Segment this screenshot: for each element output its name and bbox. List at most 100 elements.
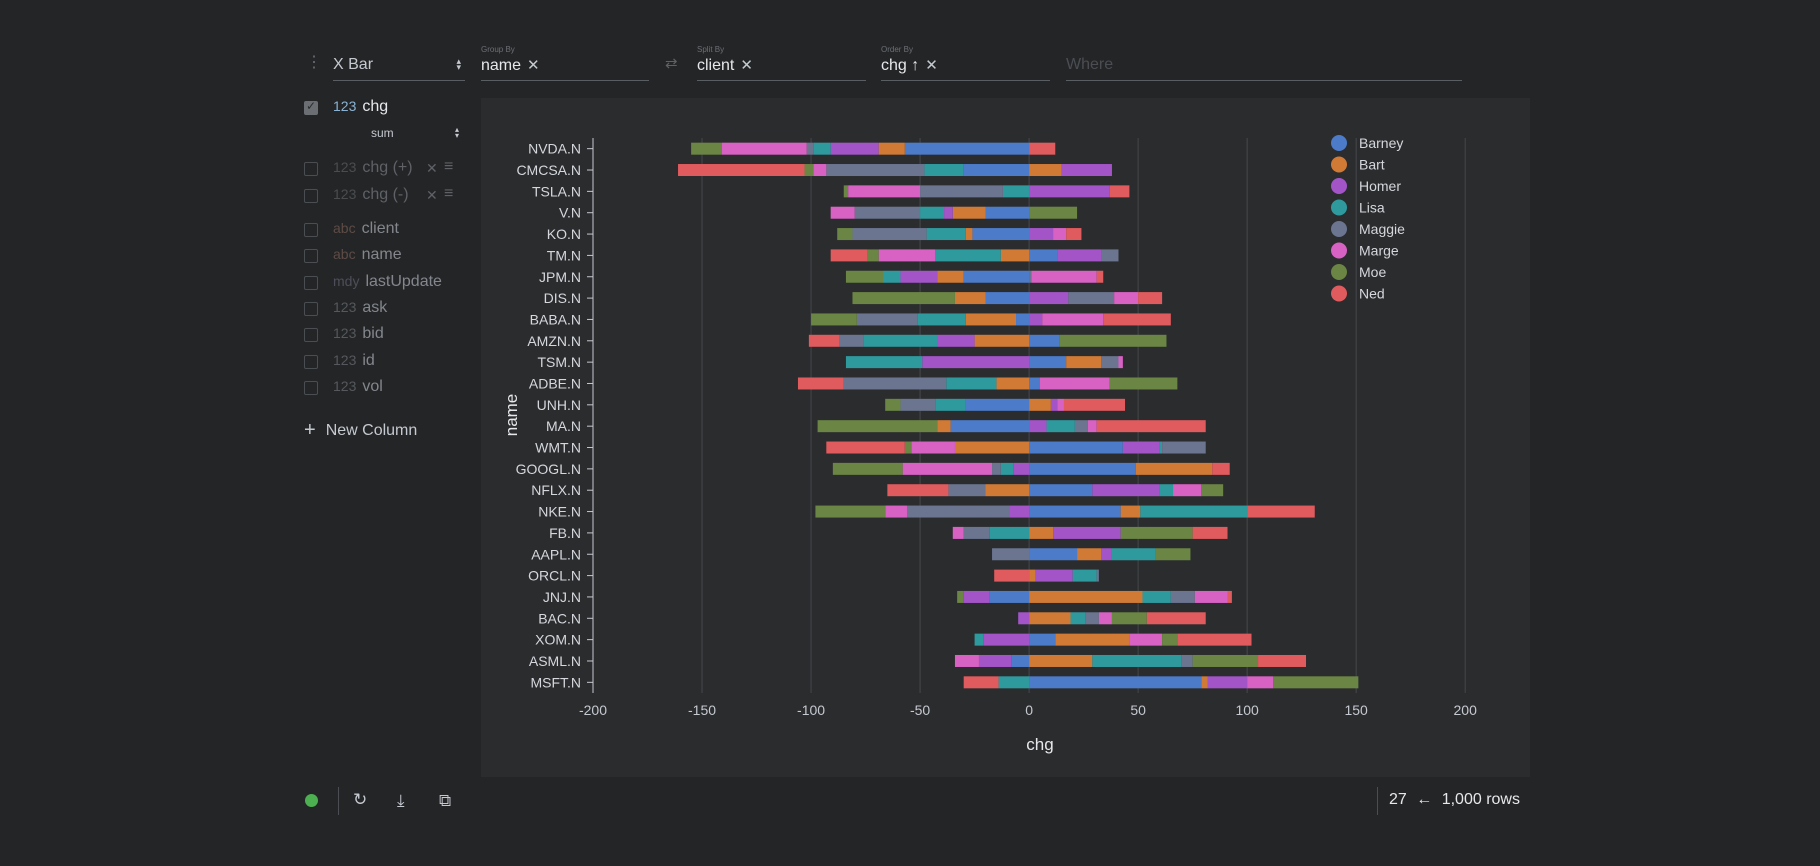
active-column-chg[interactable]: 123 chg	[333, 98, 388, 116]
bar-segment[interactable]	[1212, 462, 1230, 475]
column-checkbox-chg[interactable]	[304, 99, 318, 115]
bar-segment[interactable]	[1057, 249, 1102, 262]
bar-segment[interactable]	[839, 334, 864, 347]
bar-segment[interactable]	[1092, 484, 1160, 497]
bar-segment[interactable]	[1061, 164, 1112, 177]
bar-segment[interactable]	[963, 164, 1030, 177]
bar-segment[interactable]	[852, 292, 955, 305]
close-icon[interactable]: ✕	[426, 187, 438, 203]
bar-segment[interactable]	[863, 334, 938, 347]
bar-segment[interactable]	[852, 228, 927, 241]
refresh-icon[interactable]: ↻	[353, 790, 368, 809]
copy-icon[interactable]: ⧉	[439, 791, 452, 810]
column-id[interactable]: 123 id	[333, 352, 375, 370]
download-icon[interactable]: ⤓	[397, 791, 405, 810]
bar-segment[interactable]	[1074, 420, 1088, 433]
bar-segment[interactable]	[1063, 398, 1126, 411]
bar-segment[interactable]	[1000, 462, 1014, 475]
bar-segment[interactable]	[937, 334, 975, 347]
bar-segment[interactable]	[811, 313, 857, 326]
bar-segment[interactable]	[1029, 228, 1054, 241]
bar-segment[interactable]	[1109, 185, 1130, 198]
bar-segment[interactable]	[1053, 228, 1067, 241]
bar-segment[interactable]	[937, 270, 964, 283]
bar-segment[interactable]	[920, 206, 945, 219]
bar-segment[interactable]	[985, 292, 1030, 305]
bar-segment[interactable]	[965, 398, 1030, 411]
bar-segment[interactable]	[1066, 356, 1102, 369]
bar-segment[interactable]	[1135, 462, 1213, 475]
bar-segment[interactable]	[948, 484, 986, 497]
bar-segment[interactable]	[1111, 612, 1147, 625]
bar-segment[interactable]	[1201, 484, 1224, 497]
bar-segment[interactable]	[1057, 398, 1064, 411]
group-by-field[interactable]: Group By name ✕	[481, 45, 649, 81]
bar-segment[interactable]	[1087, 420, 1097, 433]
bar-segment[interactable]	[1159, 441, 1163, 454]
bar-segment[interactable]	[1129, 633, 1163, 646]
bar-segment[interactable]	[983, 633, 1030, 646]
bar-segment[interactable]	[1029, 420, 1047, 433]
bar-segment[interactable]	[1029, 505, 1121, 518]
bar-segment[interactable]	[1173, 484, 1202, 497]
bar-segment[interactable]	[1109, 377, 1178, 390]
bar-segment[interactable]	[1035, 569, 1073, 582]
bar-segment[interactable]	[974, 633, 984, 646]
bar-segment[interactable]	[1103, 313, 1171, 326]
bar-segment[interactable]	[1029, 654, 1093, 667]
bar-segment[interactable]	[1009, 505, 1030, 518]
bar-segment[interactable]	[1096, 569, 1099, 582]
bar-segment[interactable]	[1029, 526, 1054, 539]
bar-segment[interactable]	[996, 377, 1030, 390]
new-column-button[interactable]: + New Column	[304, 418, 417, 441]
bar-segment[interactable]	[998, 676, 1030, 689]
bar-segment[interactable]	[845, 270, 884, 283]
bar-segment[interactable]	[848, 185, 921, 198]
bar-segment[interactable]	[1120, 526, 1193, 539]
bar-segment[interactable]	[1000, 249, 1030, 262]
bar-segment[interactable]	[1029, 398, 1051, 411]
bar-segment[interactable]	[813, 164, 827, 177]
bar-segment[interactable]	[900, 398, 936, 411]
bar-segment[interactable]	[1031, 270, 1097, 283]
bar-segment[interactable]	[920, 185, 1003, 198]
bar-segment[interactable]	[830, 206, 855, 219]
bar-segment[interactable]	[989, 526, 1030, 539]
bar-segment[interactable]	[830, 249, 868, 262]
bar-segment[interactable]	[797, 377, 844, 390]
bar-segment[interactable]	[1207, 676, 1248, 689]
bar-segment[interactable]	[808, 334, 840, 347]
bar-segment[interactable]	[878, 249, 936, 262]
bar-segment[interactable]	[1146, 612, 1206, 625]
bar-segment[interactable]	[813, 142, 831, 155]
expression-column-chg-minus[interactable]: 123 chg (-)	[333, 186, 409, 204]
bar-segment[interactable]	[974, 334, 1030, 347]
column-checkbox-chg-plus[interactable]	[304, 162, 318, 176]
bar-segment[interactable]	[1201, 676, 1208, 689]
bar-segment[interactable]	[1142, 590, 1171, 603]
bar-segment[interactable]	[1114, 292, 1139, 305]
bar-segment[interactable]	[1029, 441, 1123, 454]
bar-segment[interactable]	[1138, 292, 1163, 305]
menu-icon[interactable]: ≡	[444, 158, 454, 175]
bar-segment[interactable]	[992, 548, 1030, 561]
bar-segment[interactable]	[1181, 654, 1193, 667]
bar-segment[interactable]	[944, 206, 953, 219]
bar-segment[interactable]	[885, 505, 907, 518]
bar-segment[interactable]	[1053, 526, 1121, 539]
bar-segment[interactable]	[1273, 676, 1359, 689]
bar-segment[interactable]	[1029, 377, 1040, 390]
bar-segment[interactable]	[904, 441, 912, 454]
bar-segment[interactable]	[1092, 654, 1182, 667]
bar-segment[interactable]	[926, 228, 966, 241]
order-by-field[interactable]: Order By chg ↑ ✕	[881, 45, 1050, 81]
column-client[interactable]: abc client	[333, 220, 399, 238]
bar-segment[interactable]	[1029, 569, 1036, 582]
bar-segment[interactable]	[885, 398, 901, 411]
bar-segment[interactable]	[963, 590, 990, 603]
bar-segment[interactable]	[1122, 441, 1160, 454]
bar-segment[interactable]	[954, 441, 1030, 454]
bar-segment[interactable]	[845, 356, 923, 369]
bar-segment[interactable]	[952, 526, 964, 539]
column-name[interactable]: abc name	[333, 246, 402, 264]
